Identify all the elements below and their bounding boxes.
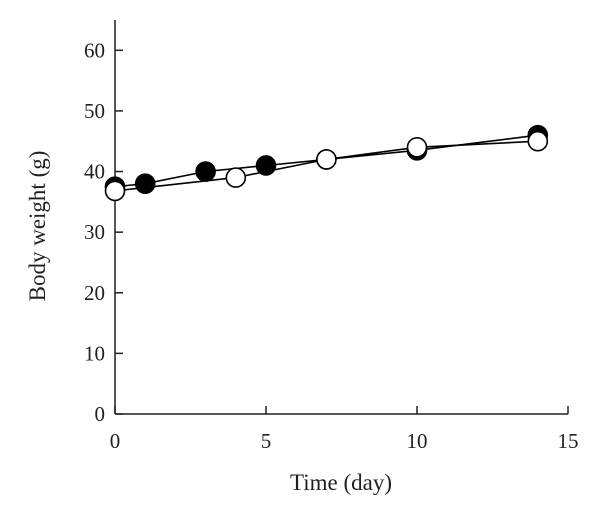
x-tick-label: 5 bbox=[261, 429, 272, 453]
series-2-point bbox=[527, 130, 549, 152]
series-2-point bbox=[406, 136, 428, 158]
series-2-point bbox=[316, 149, 337, 170]
series-2-point bbox=[104, 180, 126, 202]
y-tick-label: 0 bbox=[95, 402, 106, 426]
y-tick-label: 20 bbox=[84, 281, 105, 305]
series-1-point bbox=[195, 161, 216, 182]
series-1-point bbox=[134, 173, 156, 194]
series-markers bbox=[104, 124, 549, 202]
x-tick-label: 15 bbox=[558, 429, 579, 453]
x-axis-label: Time (day) bbox=[290, 470, 392, 495]
y-axis-label: Body weight (g) bbox=[25, 151, 50, 302]
x-tick-label: 0 bbox=[110, 429, 121, 453]
series-1-point bbox=[255, 155, 277, 176]
y-tick-label: 50 bbox=[84, 99, 105, 123]
axes: 0 10 20 30 40 50 60 0 5 10 15 bbox=[84, 20, 579, 453]
series-2-point bbox=[225, 167, 247, 188]
y-tick-label: 30 bbox=[84, 220, 105, 244]
y-tick-label: 10 bbox=[84, 341, 105, 365]
y-tick-label: 40 bbox=[84, 160, 105, 184]
y-tick-label: 60 bbox=[84, 38, 105, 62]
x-tick-label: 10 bbox=[407, 429, 428, 453]
